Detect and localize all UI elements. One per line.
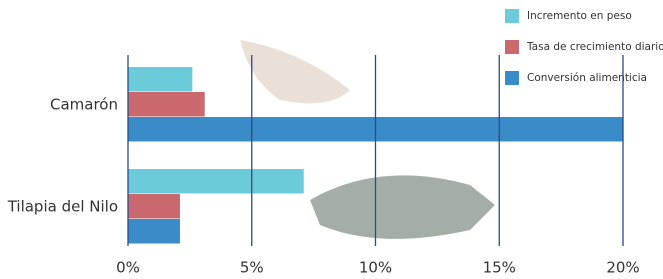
legend-swatch (505, 40, 519, 54)
bar (128, 194, 180, 219)
bar (128, 67, 192, 92)
y-tick-label: Tilapia del Nilo (7, 197, 118, 215)
bar (128, 92, 205, 117)
legend-label: Conversión alimenticia (527, 72, 647, 84)
x-tick-label: 5% (240, 259, 264, 277)
legend-label: Tasa de crecimiento diario (526, 41, 663, 53)
shrimp-image (240, 40, 350, 103)
bar (128, 219, 180, 244)
y-tick-label: Camarón (50, 95, 118, 113)
legend-swatch (505, 9, 519, 23)
fish-image (310, 175, 495, 239)
x-tick-label: 20% (606, 259, 639, 277)
legend-label: Incremento en peso (527, 10, 632, 22)
x-tick-label: 10% (359, 259, 392, 277)
x-tick-label: 0% (116, 259, 140, 277)
bar (128, 169, 304, 194)
legend-swatch (505, 71, 519, 85)
x-tick-label: 15% (483, 259, 516, 277)
chart: 0% 5% 10% 15% 20% Camarón Tilapia del Nilo Incr… (0, 0, 663, 279)
